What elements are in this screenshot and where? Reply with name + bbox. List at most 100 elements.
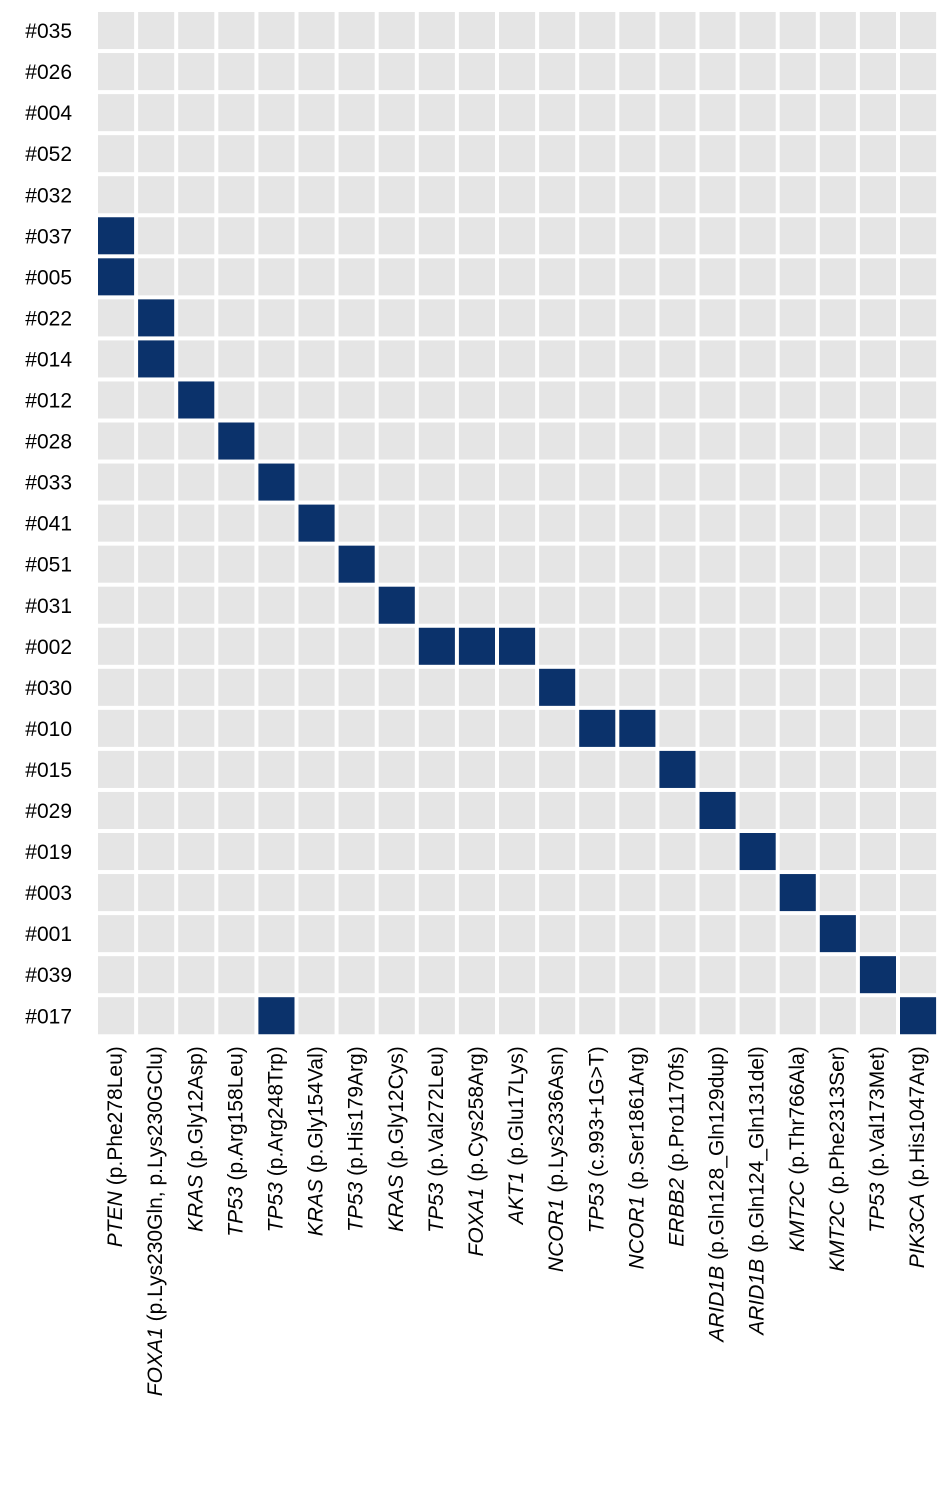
cell bbox=[819, 381, 856, 419]
cell bbox=[378, 422, 415, 460]
cell bbox=[699, 217, 736, 255]
cell bbox=[418, 176, 455, 214]
row-label: #032 bbox=[25, 184, 72, 207]
cell bbox=[739, 709, 776, 747]
cell bbox=[499, 12, 536, 50]
cell bbox=[659, 217, 696, 255]
cell bbox=[298, 915, 335, 953]
variant: (p.Val173Met) bbox=[865, 1046, 888, 1176]
cell bbox=[178, 217, 215, 255]
cell bbox=[98, 340, 135, 378]
cell bbox=[499, 791, 536, 829]
cell bbox=[579, 586, 616, 624]
cell bbox=[659, 586, 696, 624]
cell bbox=[178, 176, 215, 214]
row-label: #002 bbox=[25, 636, 72, 659]
row-label: #019 bbox=[25, 841, 72, 864]
cell bbox=[579, 258, 616, 296]
cell bbox=[579, 340, 616, 378]
column-label: TP53 (p.Val272Leu) bbox=[424, 1046, 447, 1233]
cell bbox=[659, 176, 696, 214]
cell bbox=[539, 217, 576, 255]
cell bbox=[98, 997, 135, 1035]
cell bbox=[539, 463, 576, 501]
cell bbox=[338, 340, 375, 378]
cell bbox=[458, 258, 495, 296]
cell bbox=[859, 12, 896, 50]
cell bbox=[659, 709, 696, 747]
cell bbox=[859, 381, 896, 419]
gene-name: TP53 bbox=[424, 1182, 447, 1233]
cell bbox=[298, 12, 335, 50]
cell bbox=[218, 94, 255, 132]
cell bbox=[619, 340, 656, 378]
gene-name: KRAS bbox=[384, 1175, 407, 1232]
cell bbox=[258, 545, 295, 583]
cell bbox=[258, 956, 295, 994]
cell bbox=[98, 668, 135, 706]
cell bbox=[218, 791, 255, 829]
cell bbox=[98, 217, 135, 255]
cell bbox=[98, 258, 135, 296]
cell bbox=[218, 217, 255, 255]
cell bbox=[900, 12, 937, 50]
cell bbox=[499, 586, 536, 624]
cell bbox=[338, 791, 375, 829]
cell bbox=[258, 915, 295, 953]
cell bbox=[739, 668, 776, 706]
cell bbox=[178, 956, 215, 994]
cell bbox=[499, 709, 536, 747]
cell bbox=[779, 422, 816, 460]
cell bbox=[619, 504, 656, 542]
cell bbox=[539, 504, 576, 542]
gene-name: KMT2C bbox=[825, 1200, 848, 1272]
variant: (p.Thr766Ala) bbox=[785, 1046, 808, 1174]
cell bbox=[900, 545, 937, 583]
cell bbox=[178, 627, 215, 665]
cell bbox=[859, 915, 896, 953]
cell bbox=[98, 463, 135, 501]
cell bbox=[659, 627, 696, 665]
cell bbox=[378, 833, 415, 871]
cell bbox=[378, 340, 415, 378]
cell bbox=[178, 545, 215, 583]
cell bbox=[98, 915, 135, 953]
cell bbox=[699, 586, 736, 624]
cell bbox=[619, 915, 656, 953]
cell bbox=[178, 997, 215, 1035]
cell bbox=[499, 299, 536, 337]
cell bbox=[378, 545, 415, 583]
cell bbox=[779, 135, 816, 173]
cell bbox=[338, 833, 375, 871]
variant: (p.Glu17Lys) bbox=[505, 1046, 528, 1165]
cell bbox=[418, 53, 455, 91]
variant: (p.Gln124_Gln131del) bbox=[745, 1046, 768, 1253]
cell bbox=[779, 709, 816, 747]
cell bbox=[98, 53, 135, 91]
cell bbox=[619, 463, 656, 501]
cell bbox=[258, 135, 295, 173]
cell bbox=[138, 545, 175, 583]
cell bbox=[699, 504, 736, 542]
cell bbox=[418, 12, 455, 50]
cell bbox=[900, 422, 937, 460]
cell bbox=[579, 545, 616, 583]
gene-name: ARID1B bbox=[705, 1266, 728, 1344]
cell bbox=[138, 217, 175, 255]
cell bbox=[499, 956, 536, 994]
cell bbox=[819, 176, 856, 214]
variant: (p.Gln128_Gln129dup) bbox=[705, 1046, 728, 1260]
cell bbox=[579, 750, 616, 788]
cell bbox=[579, 997, 616, 1035]
cell bbox=[338, 299, 375, 337]
cell bbox=[138, 833, 175, 871]
cell bbox=[138, 627, 175, 665]
cell bbox=[418, 504, 455, 542]
column-label: KMT2C (p.Phe2313Ser) bbox=[825, 1046, 848, 1271]
cell bbox=[378, 750, 415, 788]
cell bbox=[900, 627, 937, 665]
cell bbox=[418, 135, 455, 173]
cell bbox=[659, 545, 696, 583]
cell bbox=[338, 463, 375, 501]
cell bbox=[579, 94, 616, 132]
